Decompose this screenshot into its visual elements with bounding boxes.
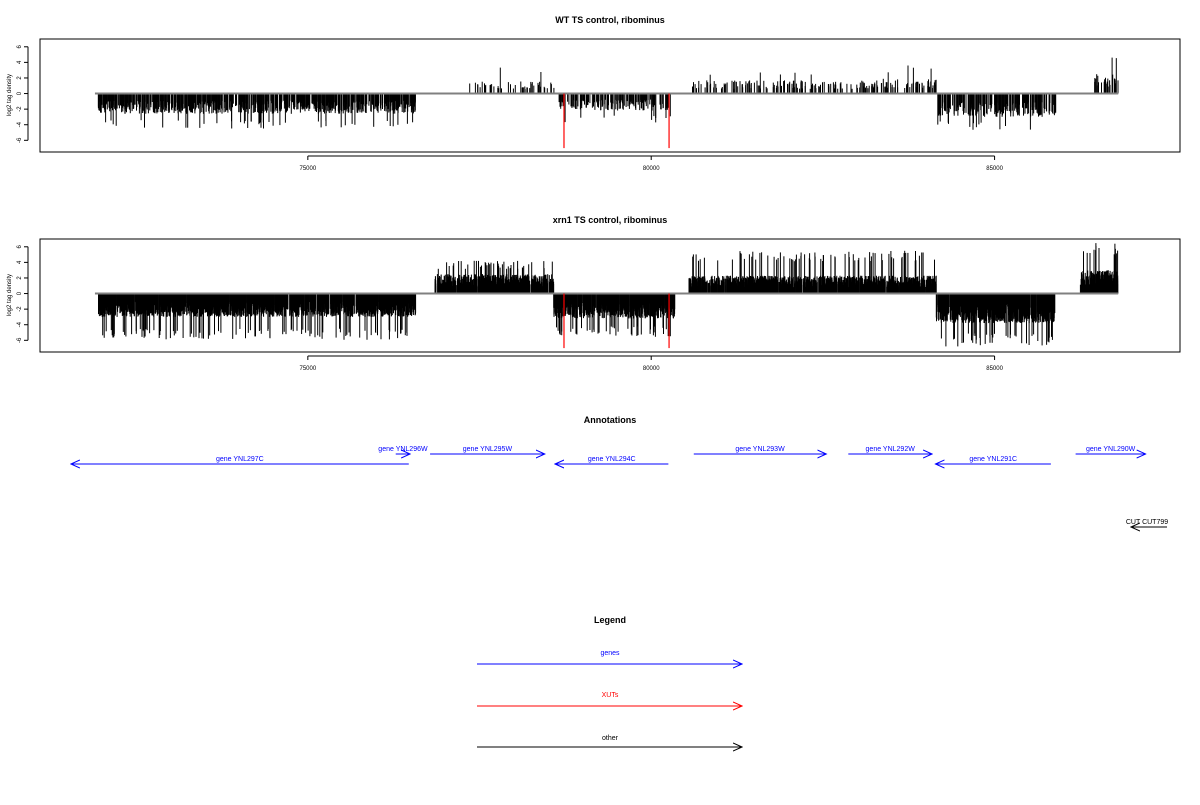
y-tick-label: 2	[17, 276, 23, 280]
y-tick-label: 4	[17, 60, 23, 64]
xrn1-y-axis-label: log2 tag density	[7, 274, 13, 316]
wt-y-axis: 6 4 2 0 -2 -4 -6	[17, 44, 28, 143]
xrn1-track-title: xrn1 TS control, ribominus	[553, 215, 668, 225]
wt-x-axis: 75000 80000 85000	[299, 156, 1003, 172]
wt-track-title: WT TS control, ribominus	[555, 15, 665, 25]
y-tick-label: 6	[17, 44, 23, 48]
xrn1-y-axis: 6 4 2 0 -2 -4 -6	[17, 244, 28, 343]
xrn1-x-axis: 75000 80000 85000	[299, 356, 1003, 372]
wt-track-panel: WT TS control, ribominus log2 tag densit…	[7, 15, 1180, 172]
x-tick-label: 85000	[986, 166, 1003, 172]
wt-y-axis-label: log2 tag density	[7, 74, 13, 116]
x-tick-label: 75000	[299, 166, 316, 172]
y-tick-label: 0	[17, 91, 23, 95]
y-tick-label: -4	[17, 121, 23, 127]
y-tick-label: 2	[17, 76, 23, 80]
y-tick-label: 0	[17, 291, 23, 295]
x-tick-label: 80000	[643, 166, 660, 172]
y-tick-label: 6	[17, 244, 23, 248]
xrn1-bar-series	[99, 243, 1118, 346]
y-tick-label: -4	[17, 321, 23, 327]
y-tick-label: -2	[17, 306, 23, 312]
x-tick-label: 85000	[986, 366, 1003, 372]
y-tick-label: 4	[17, 260, 23, 264]
x-tick-label: 75000	[299, 366, 316, 372]
y-tick-label: -6	[17, 137, 23, 143]
y-tick-label: -2	[17, 106, 23, 112]
x-tick-label: 80000	[643, 366, 660, 372]
xrn1-track-panel: xrn1 TS control, ribominus log2 tag dens…	[7, 215, 1180, 372]
y-tick-label: -6	[17, 337, 23, 343]
